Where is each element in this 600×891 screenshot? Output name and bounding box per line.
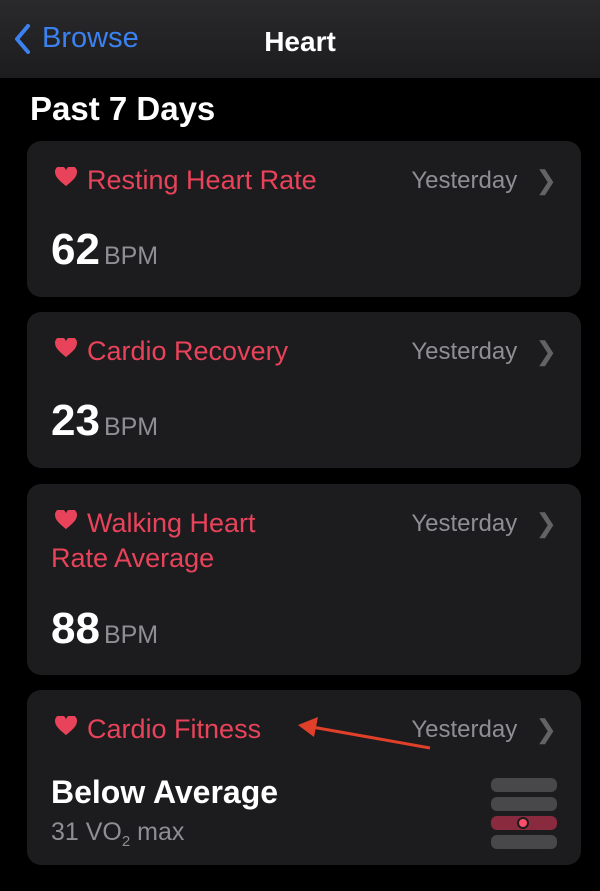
heart-icon xyxy=(55,510,77,530)
heart-icon xyxy=(55,338,77,358)
card-title: Resting Heart Rate xyxy=(87,165,317,195)
card-title-line1: Walking Heart xyxy=(87,508,256,538)
card-resting-heart-rate[interactable]: Resting Heart Rate Yesterday ❯ 62 BPM xyxy=(27,141,581,297)
chevron-right-icon: ❯ xyxy=(535,714,557,744)
card-date: Yesterday xyxy=(411,337,518,365)
vo2-value: 31 VO2 max xyxy=(51,818,185,850)
gauge-level-3 xyxy=(491,816,557,830)
card-title: Cardio Fitness xyxy=(87,714,262,744)
card-value: 88 BPM xyxy=(51,604,159,653)
card-value: 23 BPM xyxy=(51,396,159,445)
chevron-right-icon: ❯ xyxy=(535,508,557,538)
fitness-gauge-icon xyxy=(491,778,557,854)
gauge-level-4 xyxy=(491,835,557,849)
card-title-line2: Rate Average xyxy=(51,543,215,573)
chevron-left-icon xyxy=(15,23,30,54)
card-value: 62 BPM xyxy=(51,225,159,274)
card-walking-heart-rate-average[interactable]: Walking Heart Rate Average Yesterday ❯ 88 B… xyxy=(27,484,581,675)
back-button[interactable]: Browse xyxy=(14,22,139,55)
fitness-level: Below Average xyxy=(51,774,279,810)
gauge-marker xyxy=(517,817,529,829)
chevron-right-icon: ❯ xyxy=(535,336,557,366)
chevron-right-icon: ❯ xyxy=(535,165,557,195)
back-label: Browse xyxy=(42,22,139,54)
heart-icon xyxy=(55,167,77,187)
nav-bar: Browse Heart xyxy=(0,0,600,78)
gauge-level-1 xyxy=(491,778,557,792)
heart-icon xyxy=(55,716,77,736)
card-title: Cardio Recovery xyxy=(87,336,289,366)
card-date: Yesterday xyxy=(411,166,518,194)
page-title: Heart xyxy=(264,26,336,57)
gauge-level-2 xyxy=(491,797,557,811)
card-date: Yesterday xyxy=(411,715,518,743)
card-cardio-recovery[interactable]: Cardio Recovery Yesterday ❯ 23 BPM xyxy=(27,312,581,468)
card-cardio-fitness[interactable]: Cardio Fitness Yesterday ❯ Below Average … xyxy=(27,690,581,865)
card-date: Yesterday xyxy=(411,509,518,537)
section-title: Past 7 Days xyxy=(30,90,216,127)
